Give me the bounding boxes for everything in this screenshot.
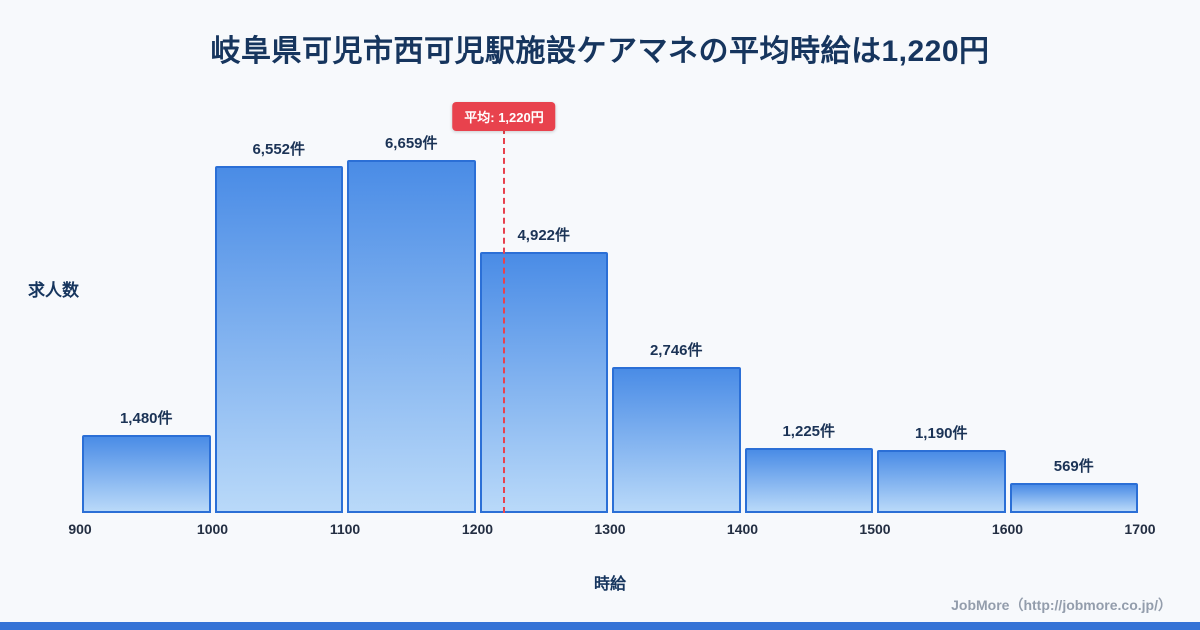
x-tick-label: 1500 [859,521,891,537]
bottom-accent-bar [0,622,1200,630]
histogram-bar [877,449,1006,513]
x-tick-label: 1200 [461,521,494,537]
histogram-bar [612,367,741,513]
bar-value-label: 2,746件 [649,342,703,360]
average-badge: 平均: 1,220円 [452,102,556,131]
histogram-bar [82,434,211,513]
footer-credit: JobMore（http://jobmore.co.jp/） [951,597,1172,613]
histogram-bar [214,165,343,513]
page-title: 岐阜県可児市西可児駅施設ケアマネの平均時給は1,220円 [210,35,990,68]
bar-value-label: 1,480件 [119,409,173,427]
bar-value-label: 1,225件 [782,423,836,441]
histogram-bar [744,448,873,513]
histogram-bar [479,252,608,513]
bar-value-label: 4,922件 [517,227,571,245]
x-tick-label: 1300 [594,521,626,537]
histogram-bar [1009,482,1138,513]
bar-value-label: 569件 [1053,457,1094,475]
x-tick-label: 1400 [726,521,759,537]
y-axis-label: 求人数 [28,281,79,300]
x-tick-label: 1600 [991,521,1024,537]
average-line [503,128,505,513]
bar-value-label: 6,659件 [384,135,438,152]
plot-area: 1,480件 6,552件 6,659件 4,922件 2,746件 1,225件 1,19… [68,100,1156,537]
x-tick-label: 1000 [196,521,229,537]
histogram-bar [347,160,476,513]
x-tick-label: 900 [68,521,92,537]
bar-value-label: 1,190件 [914,424,968,442]
bar-value-label: 6,552件 [252,140,306,158]
x-tick-label: 1700 [1124,521,1156,537]
x-axis-label: 時給 [593,576,626,593]
x-tick-label: 1100 [329,521,361,537]
